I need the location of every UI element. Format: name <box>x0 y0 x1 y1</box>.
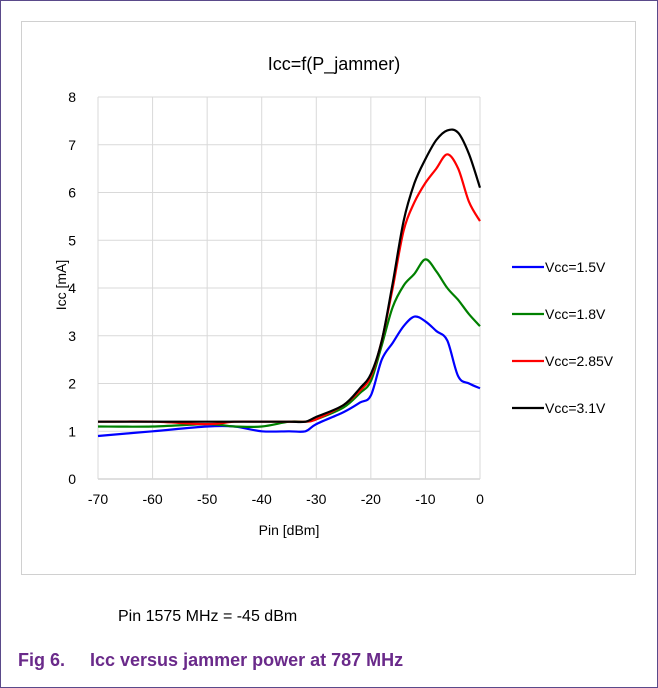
tick-labels: 0 1 2 3 4 5 6 7 8 -70 -60 -50 -40 -30 -20 -10 0 <box>68 89 484 507</box>
y-tick-label: 3 <box>68 328 76 344</box>
legend-label: Vcc=1.5V <box>545 259 606 275</box>
y-tick-label: 5 <box>68 232 76 248</box>
legend-label: Vcc=2.85V <box>545 353 614 369</box>
x-tick-label: -60 <box>142 491 162 507</box>
y-tick-label: 6 <box>68 185 76 201</box>
y-tick-label: 0 <box>68 471 76 487</box>
legend-label: Vcc=1.8V <box>545 306 606 322</box>
legend-label: Vcc=3.1V <box>545 400 606 416</box>
figure-caption-text: Icc versus jammer power at 787 MHz <box>90 650 404 670</box>
line-chart: Icc=f(P_jammer) Pin [dBm] Icc [mA] 0 1 2 3 4… <box>53 54 614 538</box>
jammer-note: Pin 1575 MHz = -45 dBm <box>118 608 298 625</box>
chart-title: Icc=f(P_jammer) <box>268 54 401 75</box>
x-tick-label: 0 <box>476 491 484 507</box>
legend: Vcc=1.5V Vcc=1.8V Vcc=2.85V Vcc=3.1V <box>512 259 614 416</box>
figure-number: Fig 6. <box>18 650 66 670</box>
x-tick-label: -30 <box>306 491 326 507</box>
series-line-vcc-3-1v <box>97 128 482 424</box>
y-tick-label: 8 <box>68 89 76 105</box>
y-tick-label: 1 <box>68 423 76 439</box>
x-tick-label: -20 <box>361 491 381 507</box>
chart-area: Icc=f(P_jammer) Pin [dBm] Icc [mA] 0 1 2 3 4… <box>21 21 636 575</box>
y-tick-label: 2 <box>68 376 76 392</box>
y-tick-label: 7 <box>68 137 76 153</box>
x-axis-label: Pin [dBm] <box>259 522 320 538</box>
x-tick-label: -40 <box>252 491 272 507</box>
y-axis-label: Icc [mA] <box>53 260 69 311</box>
x-tick-label: -10 <box>415 491 435 507</box>
series-line-vcc-1-5v <box>97 315 481 438</box>
series-lines <box>97 128 482 438</box>
series-line-vcc-1-8v <box>97 258 481 429</box>
figure-caption: Fig 6. Icc versus jammer power at 787 MHz <box>18 650 403 671</box>
x-tick-label: -50 <box>197 491 217 507</box>
y-tick-label: 4 <box>68 280 76 296</box>
x-tick-label: -70 <box>88 491 108 507</box>
